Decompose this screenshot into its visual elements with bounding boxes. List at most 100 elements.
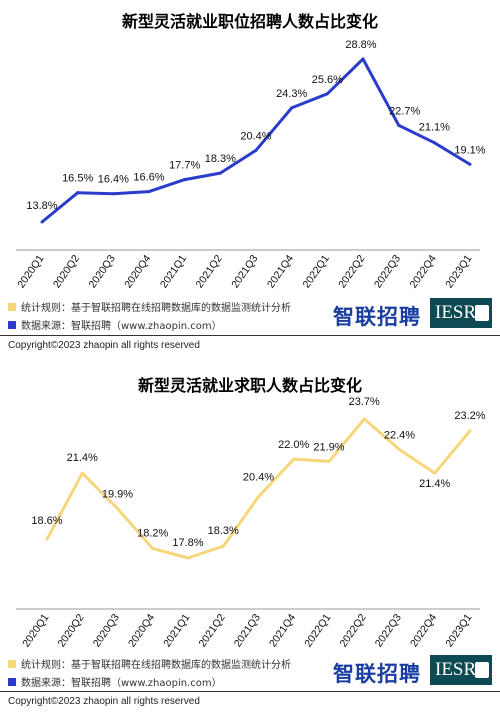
line-chart-2: 18.6% 2020Q1 21.4% 2020Q2 19.9% 2020Q3 18.2% 20… [16, 396, 486, 650]
chart-panel-1: 新型灵活就业职位招聘人数占比变化 13.8% 2020Q1 16.5% 2020Q2 1… [0, 0, 500, 358]
legend-rule-text: 统计规则：基于智联招聘在线招聘数据库的数据监测统计分析 [21, 660, 291, 671]
data-point [111, 192, 115, 196]
data-point [362, 417, 366, 421]
data-point [361, 57, 365, 61]
data-label: 22.0% [278, 439, 309, 451]
x-tick-label: 2020Q2 [55, 612, 86, 650]
x-tick-label: 2022Q1 [301, 253, 332, 291]
data-label: 23.2% [454, 410, 485, 422]
rule-swatch [8, 659, 16, 668]
data-label: 22.7% [389, 105, 420, 117]
data-point [116, 507, 119, 511]
data-label: 16.5% [62, 173, 93, 185]
x-tick-label: 2022Q3 [372, 253, 403, 291]
data-label: 16.4% [98, 174, 129, 186]
x-tick-label: 2020Q1 [15, 253, 46, 291]
x-tick-label: 2021Q1 [158, 253, 189, 291]
data-label: 16.6% [133, 172, 164, 184]
data-point [398, 448, 401, 452]
legend-rule: 统计规则：基于智联招聘在线招聘数据库的数据监测统计分析 [8, 299, 291, 314]
data-point [433, 471, 437, 475]
data-label: 13.8% [26, 200, 57, 212]
x-tick-label: 2022Q3 [373, 612, 404, 650]
data-label: 19.9% [102, 489, 133, 501]
data-label: 21.4% [419, 478, 450, 490]
data-point [45, 537, 49, 541]
x-tick-label: 2023Q1 [443, 253, 474, 291]
data-point [183, 178, 187, 182]
legend-source: 数据来源：智联招聘（www.zhaopin.com） [8, 674, 222, 689]
data-label: 17.7% [169, 160, 200, 172]
data-label: 25.6% [312, 74, 343, 86]
data-point [325, 92, 329, 96]
data-label: 20.4% [240, 130, 271, 142]
zhaopin-logo: 智联招聘 [333, 305, 421, 329]
data-point [151, 547, 155, 551]
data-point [40, 220, 44, 224]
data-point [292, 457, 296, 461]
data-point [397, 123, 401, 127]
data-label: 18.2% [137, 528, 168, 540]
x-tick-label: 2020Q3 [91, 612, 122, 650]
zhaopin-logo: 智联招聘 [333, 662, 421, 686]
iesr-mark-icon [475, 662, 489, 678]
x-tick-label: 2020Q1 [20, 612, 51, 650]
data-point [76, 191, 80, 195]
x-tick-label: 2022Q2 [336, 253, 367, 291]
data-point [186, 556, 190, 560]
x-tick-label: 2022Q1 [302, 612, 333, 650]
x-tick-label: 2021Q4 [265, 253, 296, 291]
x-tick-label: 2023Q1 [443, 612, 474, 650]
copyright: Copyright©2023 zhaopin all rights reserv… [8, 340, 200, 351]
iesr-logo: IESR [430, 655, 492, 685]
divider [0, 335, 500, 336]
chart-title: 新型灵活就业职位招聘人数占比变化 [121, 12, 378, 31]
data-point [218, 171, 222, 175]
legend-source-text: 数据来源：智联招聘（www.zhaopin.com） [21, 321, 222, 332]
data-label: 21.9% [313, 441, 344, 453]
data-label: 18.3% [205, 153, 236, 165]
data-label: 17.8% [172, 537, 203, 549]
data-point [327, 459, 331, 463]
line-chart-1: 13.8% 2020Q1 16.5% 2020Q2 16.4% 2020Q3 16.6% 20… [15, 39, 486, 291]
chart-title: 新型灵活就业求职人数占比变化 [137, 376, 362, 395]
data-point [147, 190, 151, 194]
legend-source-text: 数据来源：智联招聘（www.zhaopin.com） [21, 678, 222, 689]
data-point [80, 471, 84, 475]
legend-source: 数据来源：智联招聘（www.zhaopin.com） [8, 317, 222, 332]
data-label: 21.4% [67, 452, 98, 464]
legend-rule: 统计规则：基于智联招聘在线招聘数据库的数据监测统计分析 [8, 656, 291, 671]
data-point [221, 544, 225, 548]
chart-panel-2: 新型灵活就业求职人数占比变化 18.6% 2020Q1 21.4% 2020Q2 19.… [0, 358, 500, 718]
data-label: 20.4% [243, 472, 274, 484]
rule-swatch [8, 302, 16, 311]
x-tick-label: 2021Q3 [229, 253, 260, 291]
x-tick-label: 2020Q3 [87, 253, 118, 291]
x-tick-label: 2022Q4 [408, 253, 439, 291]
legend-rule-text: 统计规则：基于智联招聘在线招聘数据库的数据监测统计分析 [21, 303, 291, 314]
data-point [257, 495, 260, 499]
divider [0, 691, 500, 692]
x-tick-label: 2021Q1 [161, 612, 192, 650]
data-point [432, 141, 436, 145]
data-label: 22.4% [384, 430, 415, 442]
iesr-logo: IESR [430, 298, 492, 328]
x-tick-label: 2020Q2 [51, 253, 82, 291]
iesr-logo-text: IESR [435, 659, 477, 680]
data-point [254, 148, 258, 152]
x-tick-label: 2020Q4 [126, 612, 157, 650]
data-label: 19.1% [454, 144, 485, 156]
data-point [468, 162, 472, 166]
x-tick-label: 2022Q4 [408, 612, 439, 650]
x-tick-label: 2021Q2 [196, 612, 227, 650]
x-tick-label: 2021Q3 [232, 612, 263, 650]
data-label: 24.3% [276, 88, 307, 100]
copyright: Copyright©2023 zhaopin all rights reserv… [8, 696, 200, 707]
data-label: 18.3% [208, 525, 239, 537]
data-point [468, 429, 472, 433]
source-swatch [8, 677, 16, 686]
data-label: 21.1% [419, 122, 450, 134]
data-label: 28.8% [345, 39, 376, 51]
data-point [290, 106, 294, 110]
data-label: 18.6% [31, 515, 62, 527]
